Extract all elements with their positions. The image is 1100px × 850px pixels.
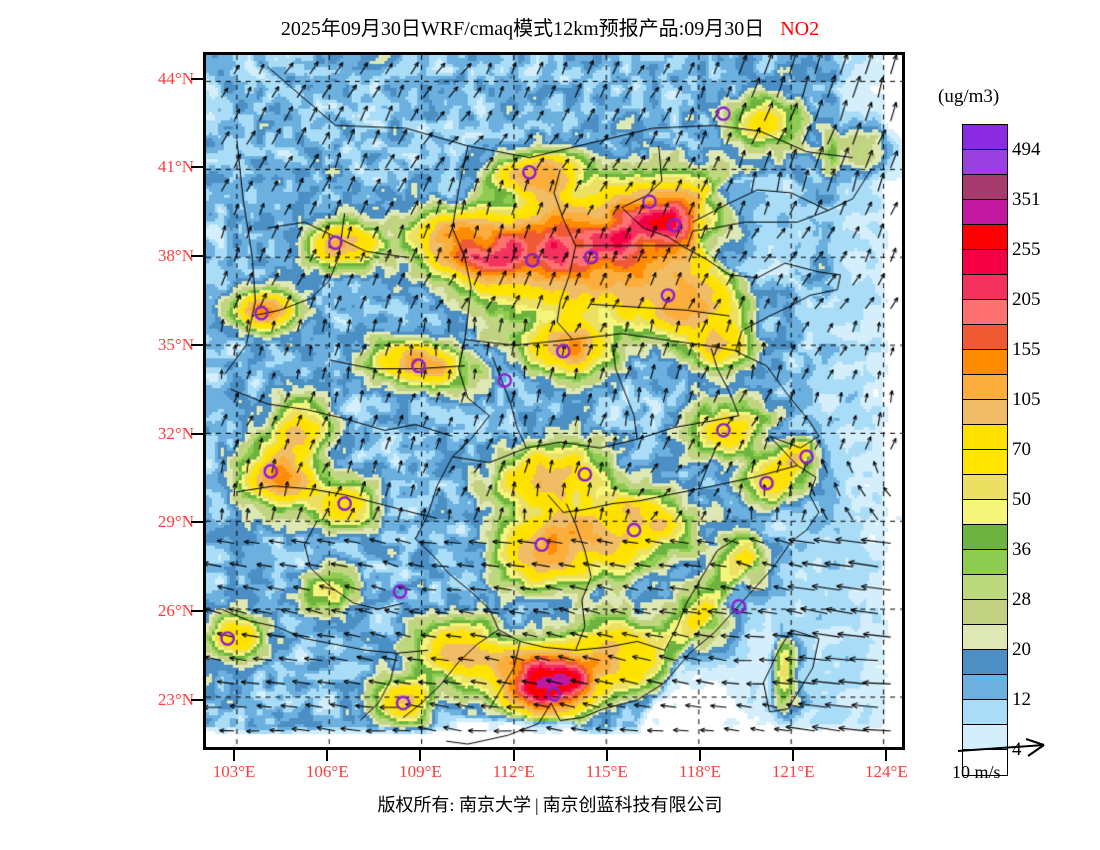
longitude-tick-mark: [419, 750, 422, 761]
latitude-tick-mark: [191, 77, 203, 80]
colorbar-units-label: (ug/m3): [938, 86, 1000, 107]
colorbar-swatch[interactable]: [963, 550, 1007, 575]
latitude-axis: 44°N 41°N 38°N 35°N 32°N 29°N 26°N 23°N: [108, 0, 194, 850]
colorbar-tick-label: 105: [1012, 389, 1041, 410]
footer-copyright-text: 版权所有: 南京大学: [377, 795, 531, 815]
latitude-tick-label: 41°N: [157, 157, 194, 177]
colorbar-swatch[interactable]: [963, 575, 1007, 600]
latitude-tick-label: 35°N: [157, 334, 194, 354]
forecast-map-canvas[interactable]: [206, 55, 902, 747]
latitude-tick-mark: [191, 698, 203, 701]
colorbar-swatch[interactable]: [963, 225, 1007, 250]
colorbar-swatch[interactable]: [963, 175, 1007, 200]
longitude-tick-label: 124°E: [865, 762, 908, 781]
longitude-tick-mark: [605, 750, 608, 761]
longitude-tick-mark: [512, 750, 515, 761]
latitude-tick-label: 23°N: [157, 689, 194, 709]
colorbar-swatch[interactable]: [963, 450, 1007, 475]
colorbar-swatch[interactable]: [963, 375, 1007, 400]
colorbar-tick-label: 12: [1012, 689, 1031, 710]
colorbar-swatch[interactable]: [963, 275, 1007, 300]
colorbar-tick-label: 36: [1012, 539, 1031, 560]
colorbar-swatch[interactable]: [963, 400, 1007, 425]
colorbar-tick-label: 155: [1012, 339, 1041, 360]
colorbar-swatch[interactable]: [963, 325, 1007, 350]
colorbar-tick-label: 494: [1012, 139, 1041, 160]
longitude-tick-mark: [698, 750, 701, 761]
colorbar-swatch[interactable]: [963, 425, 1007, 450]
colorbar-swatch[interactable]: [963, 650, 1007, 675]
footer-separator: |: [534, 795, 539, 815]
latitude-tick-label: 38°N: [157, 246, 194, 266]
latitude-tick-mark: [191, 343, 203, 346]
latitude-tick-mark: [191, 166, 203, 169]
latitude-tick-label: 44°N: [157, 68, 194, 88]
latitude-tick-label: 26°N: [157, 600, 194, 620]
longitude-tick-label: 103°E: [212, 762, 256, 781]
latitude-tick-label: 32°N: [157, 423, 194, 443]
latitude-tick-mark: [191, 521, 203, 524]
latitude-tick-mark: [191, 255, 203, 258]
title-species-label: NO2: [780, 18, 820, 40]
footer-copyright: 版权所有: 南京大学 | 南京创蓝科技有限公司: [0, 791, 1100, 817]
colorbar-swatch[interactable]: [963, 125, 1007, 150]
latitude-tick-mark: [191, 432, 203, 435]
colorbar-swatch[interactable]: [963, 600, 1007, 625]
latitude-tick-mark: [191, 609, 203, 612]
longitude-tick-label: 106°E: [305, 762, 349, 781]
longitude-tick-label: 118°E: [678, 762, 722, 781]
footer-company-text: 南京创蓝科技有限公司: [542, 795, 723, 815]
longitude-tick-mark: [326, 750, 329, 761]
wind-scale-key: 10 m/s: [952, 737, 1082, 783]
longitude-tick-label: 121°E: [771, 762, 815, 781]
colorbar-swatch[interactable]: [963, 500, 1007, 525]
longitude-tick-mark: [233, 750, 236, 761]
colorbar-swatch[interactable]: [963, 525, 1007, 550]
colorbar-tick-label: 351: [1012, 189, 1041, 210]
longitude-tick-label: 112°E: [492, 762, 535, 781]
colorbar-tick-label: 20: [1012, 639, 1031, 660]
colorbar-swatch[interactable]: [963, 475, 1007, 500]
colorbar-swatch[interactable]: [963, 300, 1007, 325]
page-title: 2025年09月30日WRF/cmaq模式12km预报产品:09月30日 NO2: [0, 12, 1100, 41]
latitude-tick-label: 29°N: [157, 512, 194, 532]
colorbar-swatch[interactable]: [963, 250, 1007, 275]
colorbar-swatch[interactable]: [963, 350, 1007, 375]
longitude-tick-label: 109°E: [399, 762, 442, 781]
wind-arrow-icon: [957, 738, 1045, 757]
colorbar-tick-labels: 494 351 255 205 155 105 70 50 36 28 20 12 4: [1012, 124, 1092, 760]
colorbar-swatch[interactable]: [963, 675, 1007, 700]
colorbar-swatch[interactable]: [963, 750, 1007, 775]
longitude-tick-mark: [885, 750, 888, 761]
colorbar-swatch[interactable]: [963, 700, 1007, 725]
colorbar-tick-label: 4: [1012, 739, 1022, 760]
colorbar-swatch[interactable]: [963, 200, 1007, 225]
longitude-tick-label: 115°E: [585, 762, 628, 781]
colorbar-tick-label: 28: [1012, 589, 1031, 610]
title-text: 2025年09月30日WRF/cmaq模式12km预报产品:09月30日: [280, 18, 765, 40]
colorbar-swatch[interactable]: [963, 625, 1007, 650]
wind-scale-label: 10 m/s: [952, 762, 1001, 782]
map-plot-frame[interactable]: [203, 52, 905, 750]
longitude-tick-mark: [792, 750, 795, 761]
colorbar-swatch[interactable]: [963, 150, 1007, 175]
colorbar-tick-label: 50: [1012, 489, 1031, 510]
colorbar-tick-label: 70: [1012, 439, 1031, 460]
colorbar-tick-label: 205: [1012, 289, 1041, 310]
colorbar-tick-label: 255: [1012, 239, 1041, 260]
colorbar-swatches[interactable]: [962, 124, 1008, 776]
